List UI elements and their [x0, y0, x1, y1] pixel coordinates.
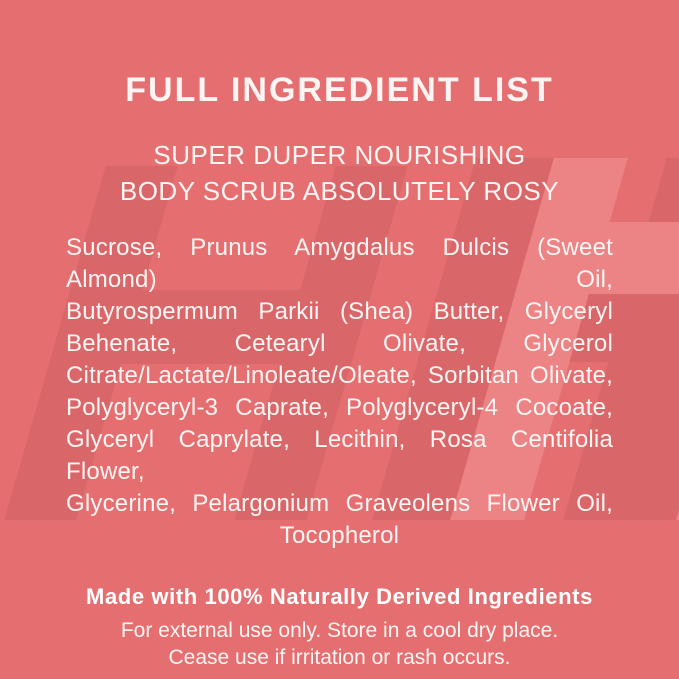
- subtitle-line-2: BODY SCRUB ABSOLUTELY ROSY: [119, 176, 560, 206]
- ingredient-line: Tocopherol: [279, 522, 400, 549]
- ingredient-line: Polyglyceryl-3 Caprate, Polyglyceryl-4 C…: [66, 394, 613, 421]
- usage-instructions: For external use only. Store in a cool d…: [0, 617, 679, 671]
- ingredient-line: Glycerine, Pelargonium Graveolens Flower…: [66, 490, 613, 517]
- ingredient-line: Butyrospermum Parkii (Shea) Butter, Glyc…: [66, 298, 613, 325]
- ingredient-line: Glyceryl Caprylate, Lecithin, Rosa Centi…: [66, 426, 613, 485]
- usage-line-1: For external use only. Store in a cool d…: [120, 619, 559, 642]
- subtitle-line-1: SUPER DUPER NOURISHING: [153, 140, 526, 170]
- usage-line-2: Cease use if irritation or rash occurs.: [168, 646, 511, 669]
- ingredient-list: Sucrose, Prunus Amygdalus Dulcis (Sweet …: [66, 232, 613, 552]
- ingredient-line: Behenate, Cetearyl Olivate, Glycerol: [66, 330, 613, 357]
- ingredient-line: Sucrose, Prunus Amygdalus Dulcis (Sweet …: [66, 234, 613, 293]
- ingredient-line: Citrate/Lactate/Linoleate/Oleate, Sorbit…: [66, 362, 613, 389]
- product-subtitle: SUPER DUPER NOURISHING BODY SCRUB ABSOLU…: [0, 137, 679, 209]
- page-title: FULL INGREDIENT LIST: [125, 71, 554, 109]
- naturally-derived-claim: Made with 100% Naturally Derived Ingredi…: [86, 584, 593, 609]
